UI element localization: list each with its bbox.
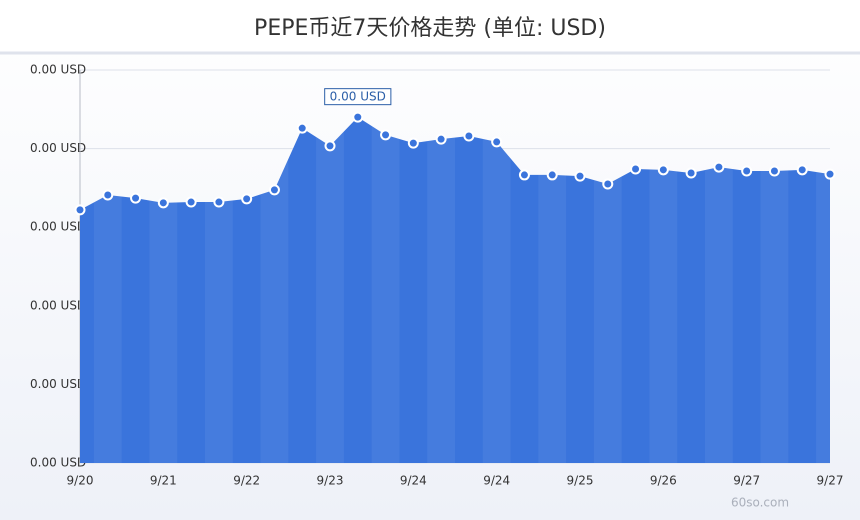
area-stripe xyxy=(371,126,400,463)
data-point xyxy=(324,140,336,152)
x-tick-label: 9/24 xyxy=(483,474,510,488)
x-tick-label: 9/27 xyxy=(733,474,760,488)
area-stripe xyxy=(816,171,830,463)
data-point xyxy=(213,196,225,208)
data-point xyxy=(352,111,364,123)
data-point xyxy=(380,129,392,141)
area-stripe xyxy=(316,131,344,463)
area-stripe xyxy=(593,176,622,464)
header xyxy=(0,0,860,52)
x-tick-label: 9/24 xyxy=(400,474,427,488)
area-stripe xyxy=(93,194,122,463)
data-point xyxy=(157,197,169,209)
x-tick-label: 9/23 xyxy=(317,474,344,488)
data-point xyxy=(102,189,114,201)
area-stripe xyxy=(427,137,455,463)
x-tick-label: 9/27 xyxy=(817,474,844,488)
data-point xyxy=(268,184,280,196)
x-tick-label: 9/22 xyxy=(233,474,260,488)
data-point xyxy=(407,137,419,149)
data-point xyxy=(241,193,253,205)
x-tick-label: 9/20 xyxy=(67,474,94,488)
data-point xyxy=(602,178,614,190)
data-point xyxy=(824,168,836,180)
data-point xyxy=(713,161,725,173)
data-point xyxy=(574,170,586,182)
value-label-box xyxy=(324,88,392,106)
data-point xyxy=(435,133,447,145)
data-point xyxy=(685,167,697,179)
data-point xyxy=(463,130,475,142)
area-stripe xyxy=(260,159,289,463)
area-stripe xyxy=(705,167,733,464)
chart-title: PEPE币近7天价格走势 (单位: USD) xyxy=(254,16,606,41)
area-stripe xyxy=(205,200,233,463)
data-point xyxy=(185,196,197,208)
value-label: 0.00 USD xyxy=(330,90,386,104)
watermark: 60so.com xyxy=(731,496,789,510)
area-stripe xyxy=(649,169,678,463)
y-tick-label: 0.00 USD xyxy=(30,141,86,155)
x-tick-label: 9/26 xyxy=(650,474,677,488)
area-stripe xyxy=(760,170,789,463)
y-tick-label: 0.00 USD xyxy=(30,456,86,470)
area-stripe xyxy=(149,200,178,463)
data-point xyxy=(768,165,780,177)
x-tick-label: 9/21 xyxy=(150,474,177,488)
area-stripe xyxy=(538,174,567,463)
y-tick-label: 0.00 USD xyxy=(30,298,86,312)
data-point xyxy=(546,169,558,181)
data-point xyxy=(741,165,753,177)
area-stripe xyxy=(482,138,511,463)
data-point xyxy=(518,169,530,181)
data-point xyxy=(491,136,503,148)
data-point xyxy=(630,163,642,175)
data-point xyxy=(796,164,808,176)
area xyxy=(80,117,830,463)
data-point xyxy=(657,164,669,176)
y-tick-label: 0.00 USD xyxy=(30,63,86,77)
data-point xyxy=(296,122,308,134)
x-tick-label: 9/25 xyxy=(567,474,594,488)
y-tick-label: 0.00 USD xyxy=(30,377,86,391)
data-point xyxy=(130,192,142,204)
data-point xyxy=(74,204,86,216)
y-tick-label: 0.00 USD xyxy=(30,220,86,234)
